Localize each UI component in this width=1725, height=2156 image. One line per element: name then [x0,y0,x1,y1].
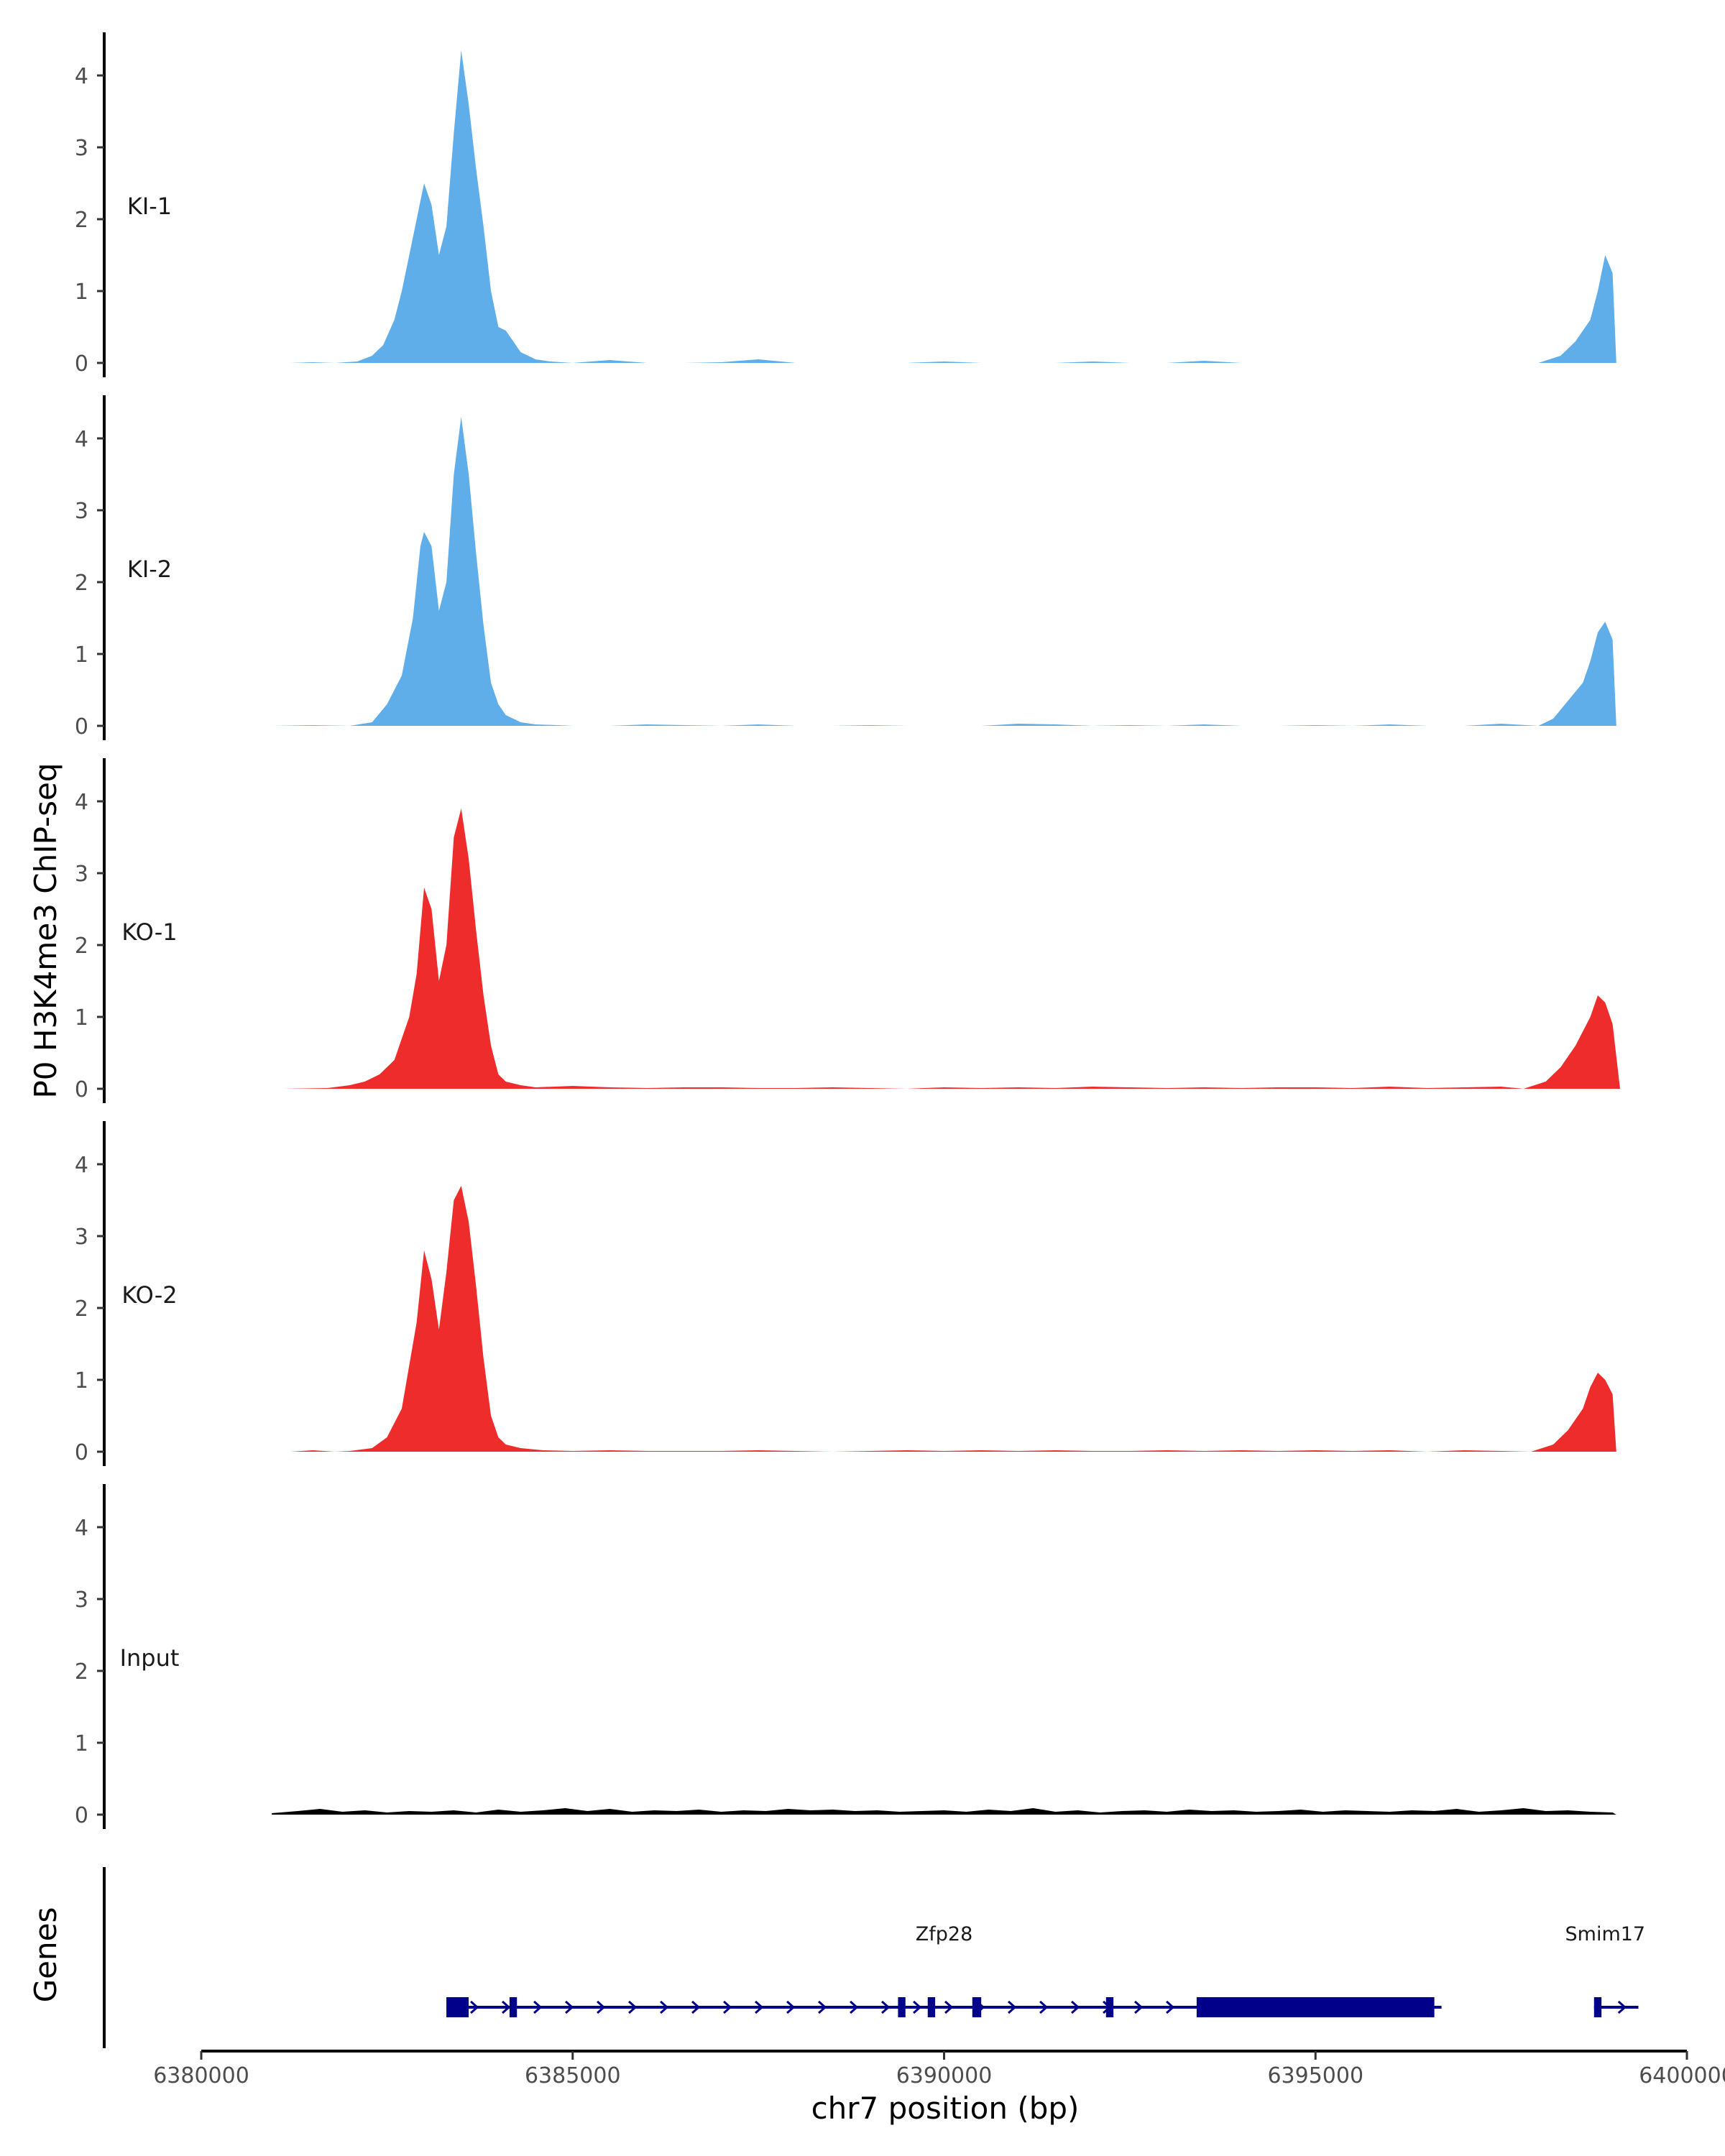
gene-exon [1196,1997,1435,2017]
gene-exon [509,1997,518,2017]
strand-arrow-icon [470,2000,479,2014]
y-axis-title: P0 H3K4me3 ChIP-seq [28,763,63,1098]
strand-arrow-icon [850,2000,859,2014]
track-ki-2: 0 1 2 3 4 KI-2 [75,395,1616,740]
y-tick-label: 3 [75,499,88,524]
x-tick-label: 6385000 [525,2063,621,2088]
y-tick-label: 4 [75,1516,88,1541]
track-ko-2: 0 1 2 3 4 KO-2 [75,1121,1616,1466]
gene-exon [1105,1997,1114,2017]
y-tick-label: 0 [75,1440,88,1465]
strand-arrow-icon [881,2000,891,2014]
gene-name-label: Smim17 [1565,1923,1646,1945]
y-tick-label: 4 [75,427,88,452]
strand-arrow-icon [944,2000,954,2014]
y-tick-label: 4 [75,64,88,89]
y-tick-label: 2 [75,208,88,233]
strand-arrow-icon [533,2000,543,2014]
y-tick-label: 2 [75,1296,88,1322]
y-tick-label: 2 [75,934,88,959]
y-tick-label: 3 [75,862,88,887]
x-tick-label: 6390000 [896,2063,993,2088]
y-tick-label: 2 [75,1659,88,1685]
strand-arrow-icon [691,2000,701,2014]
coverage-area-ki-1 [272,50,1616,363]
track-ki-1: 0 1 2 3 4 KI-1 [75,32,1616,377]
coverage-area-ki-2 [272,417,1616,726]
coverage-area-input [272,1808,1616,1815]
strand-arrow-icon [597,2000,606,2014]
y-tick-label: 3 [75,136,88,161]
y-tick-label: 1 [75,280,88,305]
track-label: KO-2 [121,1281,177,1309]
strand-arrow-icon [1617,2000,1627,2014]
strand-arrow-icon [755,2000,764,2014]
gene-exon [972,1997,982,2017]
strand-arrow-icon [565,2000,574,2014]
y-tick-label: 1 [75,1005,88,1031]
gene-annotation-panel: Zfp28 Smim17 [103,1867,1646,2048]
strand-arrow-icon [1134,2000,1144,2014]
y-tick-label: 0 [75,1077,88,1102]
coverage-tracks: 0 1 2 3 4 KI-1 0 1 2 3 4 KI-2 0 1 2 3 4 KO-1 0 1 2 3 4 KO-2 0 1 2 3… [75,32,1621,1829]
y-tick-label: 0 [75,351,88,377]
track-ko-1: 0 1 2 3 4 KO-1 [75,758,1621,1103]
gene-exon [1593,1997,1602,2017]
y-tick-label: 1 [75,1368,88,1393]
x-axis: 6380000 6385000 6390000 6395000 6400000 [153,2050,1725,2088]
track-label: Input [120,1644,180,1672]
y-tick-label: 0 [75,1803,88,1828]
coverage-area-ko-1 [282,808,1621,1089]
strand-arrow-icon [628,2000,638,2014]
genes-panel-title: Genes [28,1907,63,2003]
strand-arrow-icon [1071,2000,1080,2014]
strand-arrow-icon [1166,2000,1175,2014]
y-tick-label: 0 [75,714,88,740]
gene-exon [927,1997,936,2017]
track-label: KI-1 [127,193,172,220]
strand-arrow-icon [1008,2000,1017,2014]
y-tick-label: 1 [75,1731,88,1756]
y-tick-label: 3 [75,1588,88,1613]
y-tick-label: 4 [75,1153,88,1178]
gene-exon [898,1997,906,2017]
y-tick-label: 4 [75,790,88,815]
strand-arrow-icon [818,2000,827,2014]
x-axis-title: chr7 position (bp) [811,2091,1080,2126]
y-tick-label: 3 [75,1225,88,1250]
strand-arrow-icon [660,2000,669,2014]
track-label: KO-1 [121,918,177,946]
track-input: 0 1 2 3 4 Input [75,1484,1616,1829]
x-tick-label: 6400000 [1639,2063,1725,2088]
y-tick-label: 1 [75,642,88,668]
strand-arrow-icon [913,2000,922,2014]
coverage-area-ko-2 [290,1186,1616,1452]
y-tick-label: 2 [75,571,88,596]
strand-arrow-icon [502,2000,511,2014]
x-tick-label: 6380000 [153,2063,249,2088]
strand-arrow-icon [786,2000,796,2014]
strand-arrow-icon [723,2000,732,2014]
gene-smim17: Smim17 [1565,1923,1646,2017]
gene-name-label: Zfp28 [916,1923,973,1945]
track-label: KI-2 [127,556,172,583]
strand-arrow-icon [1039,2000,1049,2014]
gene-zfp28: Zfp28 [446,1923,1442,2017]
x-tick-label: 6395000 [1267,2063,1363,2088]
gene-exon [446,1997,469,2017]
